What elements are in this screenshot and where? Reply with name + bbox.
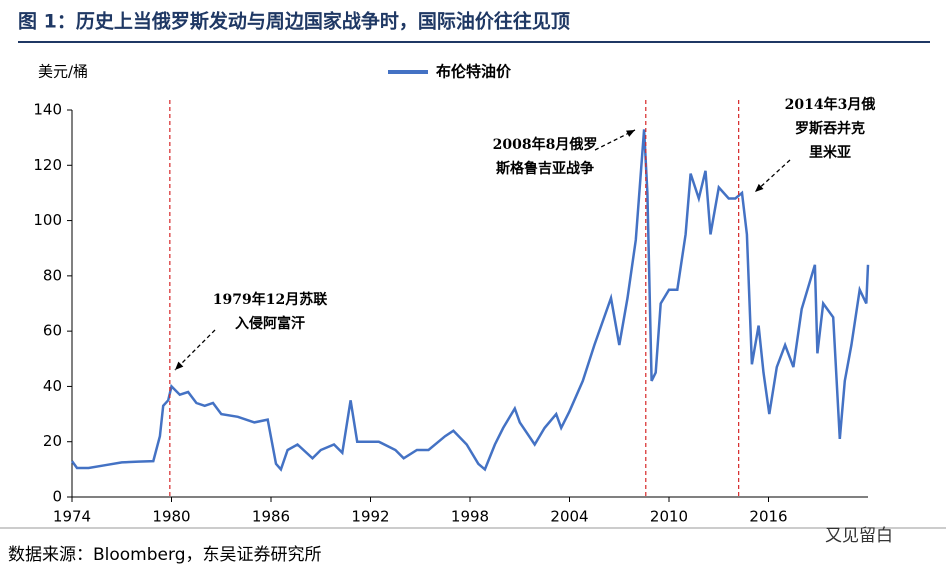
x-tick-label: 1998	[451, 508, 489, 526]
annotation-arrow	[174, 329, 216, 371]
annotation: 2008年8月俄罗	[493, 136, 598, 153]
x-tick-label: 1980	[152, 508, 190, 526]
x-tick-label: 1974	[53, 508, 91, 526]
annotation: 里米亚	[809, 144, 851, 161]
y-axis-label: 美元/桶	[38, 63, 88, 81]
chart-title: 图 1：历史上当俄罗斯发动与周边国家战争时，国际油价往往见顶	[18, 10, 570, 33]
legend-label: 布伦特油价	[436, 63, 512, 81]
y-tick-label: 60	[43, 322, 62, 340]
annotation: 斯格鲁吉亚战争	[496, 160, 594, 177]
y-tick-label: 20	[43, 432, 62, 450]
y-tick-label: 120	[33, 156, 62, 174]
y-tick-label: 140	[33, 101, 62, 119]
y-tick-label: 100	[33, 211, 62, 229]
x-tick-label: 2004	[550, 508, 588, 526]
arrow-head	[626, 130, 635, 137]
arrow-head	[175, 361, 184, 370]
x-tick-label: 2016	[749, 508, 787, 526]
annotation: 2014年3月俄	[785, 96, 876, 113]
y-tick-label: 0	[52, 488, 62, 506]
arrow-head	[755, 183, 764, 192]
source: 数据来源：Bloomberg，东吴证券研究所	[8, 545, 321, 565]
y-tick-label: 40	[43, 377, 62, 395]
y-tick-label: 80	[43, 266, 62, 284]
annotation: 入侵阿富汗	[235, 315, 305, 332]
x-tick-label: 1986	[252, 508, 290, 526]
price-line	[70, 129, 870, 472]
annotation-arrow	[754, 159, 791, 193]
watermark: 又见留白	[825, 526, 893, 546]
annotation: 1979年12月苏联	[213, 291, 328, 308]
x-tick-label: 2010	[650, 508, 688, 526]
annotation: 罗斯吞并克	[795, 120, 865, 137]
x-tick-label: 1992	[351, 508, 389, 526]
